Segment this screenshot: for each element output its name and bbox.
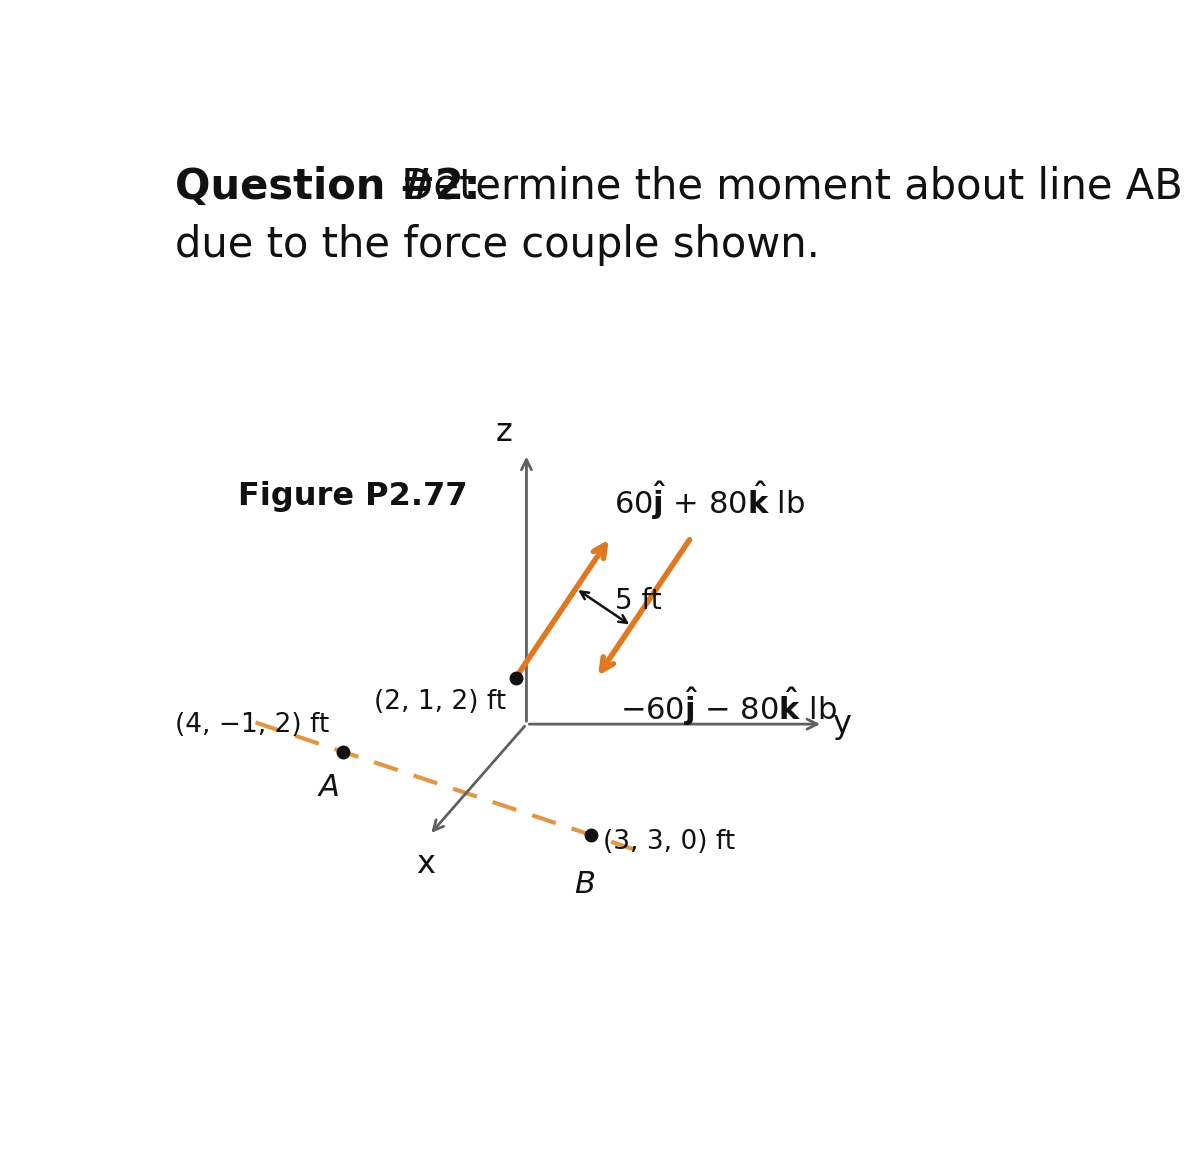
Text: z: z [496, 417, 512, 448]
Text: A: A [319, 773, 340, 802]
Text: $-$60$\mathbf{\hat{j}}$ $-$ 80$\mathbf{\hat{k}}$ lb: $-$60$\mathbf{\hat{j}}$ $-$ 80$\mathbf{\… [619, 686, 836, 728]
Text: B: B [575, 870, 595, 899]
Text: (3, 3, 0) ft: (3, 3, 0) ft [602, 829, 734, 854]
Text: Question #2:: Question #2: [174, 165, 480, 208]
Text: 5 ft: 5 ft [616, 587, 662, 615]
Text: y: y [832, 709, 851, 739]
Text: Determine the moment about line AB: Determine the moment about line AB [388, 165, 1183, 208]
Text: due to the force couple shown.: due to the force couple shown. [174, 223, 820, 265]
Text: Figure P2.77: Figure P2.77 [238, 482, 467, 512]
Text: (4, −1, 2) ft: (4, −1, 2) ft [175, 712, 329, 738]
Text: (2, 1, 2) ft: (2, 1, 2) ft [374, 689, 506, 716]
Text: 60$\mathbf{\hat{j}}$ + 80$\mathbf{\hat{k}}$ lb: 60$\mathbf{\hat{j}}$ + 80$\mathbf{\hat{k… [614, 480, 805, 521]
Text: x: x [416, 849, 436, 880]
